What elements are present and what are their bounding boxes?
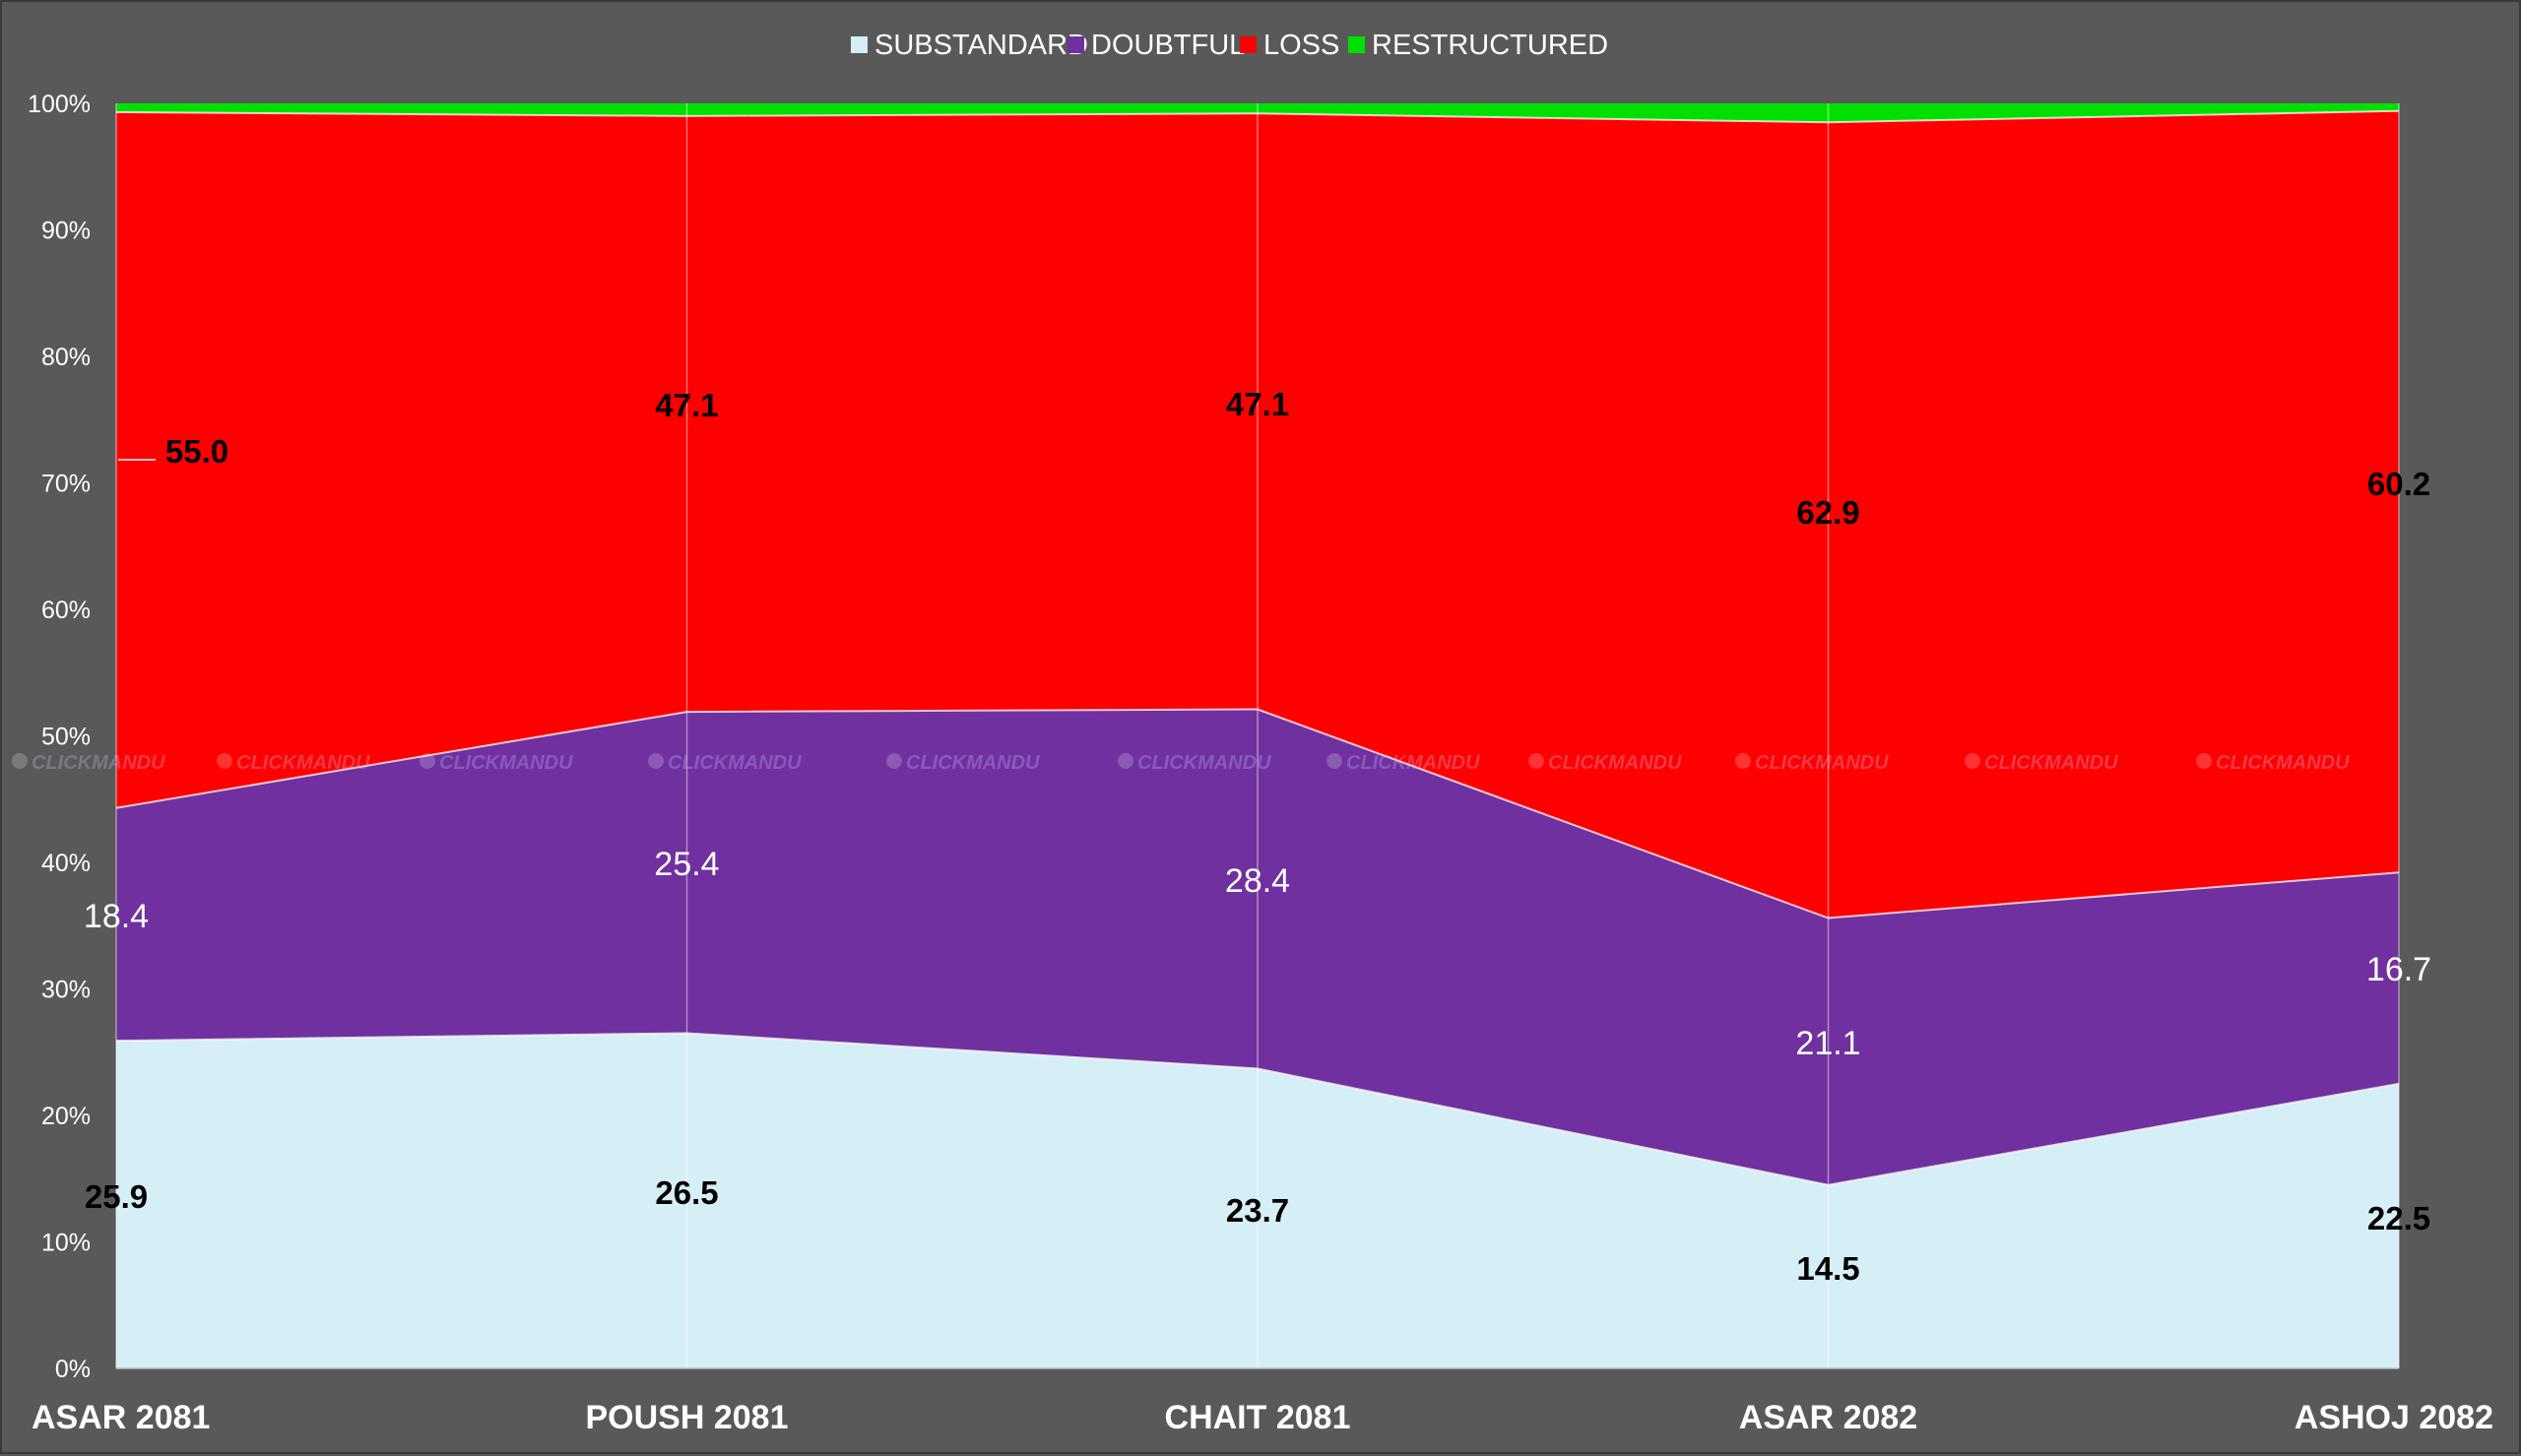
area-loss (116, 110, 2399, 918)
data-label-doubtful: 28.4 (1225, 862, 1290, 900)
watermark-text: CLICKMANDU (668, 752, 802, 774)
y-tick-label: 80% (41, 344, 91, 371)
x-tick-label: ASAR 2082 (1739, 1399, 1917, 1436)
watermark-logo-icon (886, 753, 902, 769)
data-label-loss: 55.0 (165, 433, 228, 470)
data-label-loss: 60.2 (2367, 466, 2430, 502)
watermark-text: CLICKMANDU (439, 752, 573, 774)
y-tick-label: 50% (41, 724, 91, 751)
watermark-text: CLICKMANDU (1548, 752, 1682, 774)
watermark-logo-icon (420, 753, 435, 769)
area-doubtful (116, 709, 2399, 1185)
watermark-logo-icon (1118, 753, 1133, 769)
watermark-logo-icon (12, 753, 28, 769)
watermark-text: CLICKMANDU (906, 752, 1040, 774)
data-label-substandard: 25.9 (85, 1178, 148, 1215)
data-label-substandard: 23.7 (1226, 1192, 1289, 1229)
watermark-logo-icon (1528, 753, 1544, 769)
x-tick-label: ASAR 2081 (32, 1399, 210, 1436)
watermark-text: CLICKMANDU (1346, 752, 1480, 774)
data-label-loss: 62.9 (1796, 494, 1859, 531)
watermark-text: CLICKMANDU (1755, 752, 1889, 774)
data-label-substandard: 26.5 (655, 1174, 718, 1211)
legend-swatch (1348, 36, 1365, 53)
data-label-doubtful: 25.4 (654, 846, 719, 883)
watermark-text: CLICKMANDU (1137, 752, 1271, 774)
boundary-line-loss (115, 109, 2400, 124)
watermark-text: CLICKMANDU (1984, 752, 2118, 774)
legend-label: DOUBTFUL (1091, 30, 1245, 61)
y-tick-label: 70% (41, 471, 91, 498)
data-label-substandard: 22.5 (2367, 1200, 2430, 1236)
x-tick-label: CHAIT 2081 (1165, 1399, 1351, 1436)
data-label-loss: 47.1 (655, 387, 718, 423)
legend-label: LOSS (1263, 30, 1339, 61)
y-tick-label: 0% (55, 1356, 91, 1383)
legend-swatch (1240, 36, 1257, 53)
y-tick-label: 30% (41, 977, 91, 1004)
data-label-doubtful: 21.1 (1795, 1025, 1860, 1062)
x-tick-label: POUSH 2081 (586, 1399, 789, 1436)
legend-swatch (1067, 36, 1084, 53)
area-substandard (116, 1033, 2399, 1368)
legend-label: SUBSTANDARD (874, 30, 1088, 61)
watermark-logo-icon (648, 753, 664, 769)
watermark-logo-icon (1326, 753, 1342, 769)
watermark-text: CLICKMANDU (2216, 752, 2350, 774)
data-label-substandard: 14.5 (1796, 1250, 1859, 1287)
y-tick-label: 60% (41, 597, 91, 624)
y-tick-label: 40% (41, 850, 91, 877)
data-label-doubtful: 18.4 (84, 898, 149, 935)
watermark-logo-icon (1965, 753, 1980, 769)
data-label-doubtful: 16.7 (2366, 951, 2431, 988)
y-tick-label: 100% (28, 91, 91, 118)
y-tick-label: 90% (41, 218, 91, 245)
y-tick-label: 20% (41, 1103, 91, 1130)
watermark-text: CLICKMANDU (236, 752, 370, 774)
legend-label: RESTRUCTURED (1372, 30, 1608, 61)
watermark-logo-icon (2196, 753, 2212, 769)
legend-swatch (851, 36, 868, 53)
watermark-text: CLICKMANDU (32, 752, 165, 774)
data-label-loss: 47.1 (1226, 386, 1289, 422)
boundary-line-doubtful (115, 708, 2400, 919)
boundary-line-substandard (115, 1032, 2400, 1186)
y-tick-label: 10% (41, 1230, 91, 1257)
watermark-logo-icon (217, 753, 232, 769)
x-tick-label: ASHOJ 2082 (2295, 1399, 2493, 1436)
watermark-logo-icon (1735, 753, 1751, 769)
